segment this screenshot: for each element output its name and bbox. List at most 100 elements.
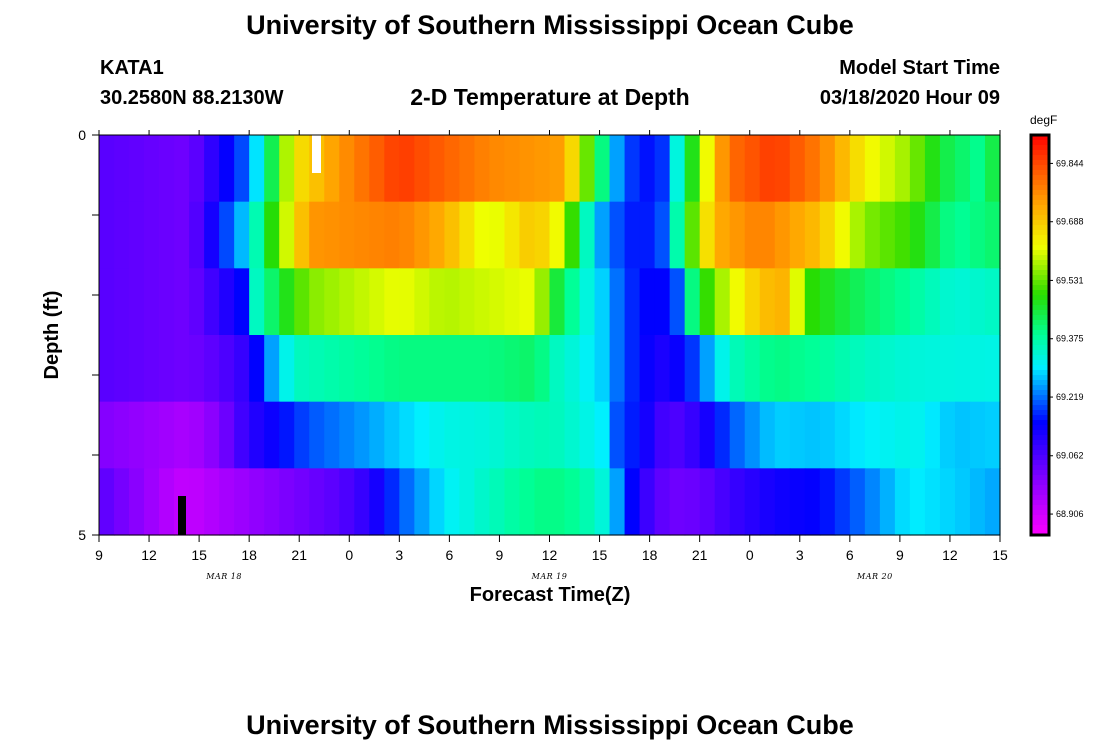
heatmap-cell xyxy=(804,201,821,269)
heatmap-cell xyxy=(969,201,986,269)
heatmap-cell xyxy=(399,201,415,269)
heatmap-cell xyxy=(414,468,430,536)
heatmap-cell xyxy=(339,401,355,469)
heatmap-cell xyxy=(474,335,491,403)
heatmap-cell xyxy=(99,201,115,269)
x-tick-label: 0 xyxy=(345,547,353,563)
heatmap-cell xyxy=(219,401,235,469)
heatmap-cell xyxy=(849,335,866,403)
heatmap-cell xyxy=(699,201,716,269)
heatmap-cell xyxy=(474,401,491,469)
heatmap-cell xyxy=(804,135,821,203)
model-start-value: 03/18/2020 Hour 09 xyxy=(819,87,1000,109)
heatmap-cell xyxy=(144,468,160,536)
heatmap-cell xyxy=(879,468,896,536)
heatmap-cell xyxy=(939,201,956,269)
heatmap-cell xyxy=(519,401,536,469)
colorbar-tick-label: 69.844 xyxy=(1056,158,1084,168)
heatmap-cell xyxy=(684,401,701,469)
colorbar-segment xyxy=(1031,175,1049,181)
heatmap-cell xyxy=(579,135,596,203)
heatmap-cell xyxy=(459,468,476,536)
heatmap-cell xyxy=(789,201,806,269)
colorbar: 69.844 69.688 69.531 69.375 69.219 69.062 68.9… xyxy=(1029,133,1084,537)
colorbar-segment xyxy=(1031,405,1049,411)
heatmap-cell xyxy=(954,201,971,269)
heatmap-cell xyxy=(444,401,460,469)
colorbar-segment xyxy=(1031,315,1049,321)
heatmap-cell xyxy=(804,268,821,336)
heatmap-cell xyxy=(744,268,761,336)
heatmap-cell xyxy=(324,201,340,269)
heatmap-cell xyxy=(954,468,971,536)
heatmap-cell xyxy=(219,335,235,403)
heatmap-cell xyxy=(444,135,460,203)
heatmap-cell xyxy=(579,268,596,336)
heatmap-cell xyxy=(264,268,280,336)
x-tick-label: 21 xyxy=(692,547,708,563)
heatmap-cell xyxy=(549,468,566,536)
heatmap-cell xyxy=(804,335,821,403)
heatmap-cell xyxy=(669,268,686,336)
heatmap-cell xyxy=(174,335,190,403)
colorbar-segment xyxy=(1031,245,1049,251)
heatmap-cell xyxy=(309,268,325,336)
heatmap-cell xyxy=(729,135,746,203)
heatmap-cell xyxy=(144,268,160,336)
x-tick-label: 9 xyxy=(95,547,103,563)
colorbar-segment xyxy=(1031,215,1049,221)
heatmap-cell xyxy=(189,135,205,203)
colorbar-segment xyxy=(1031,390,1049,396)
heatmap-cell xyxy=(864,468,881,536)
heatmap-cell xyxy=(624,335,641,403)
heatmap-cell xyxy=(294,468,310,536)
heatmap-cell xyxy=(759,468,776,536)
heatmap-cell xyxy=(579,401,596,469)
heatmap-cell xyxy=(849,135,866,203)
heatmap-cell xyxy=(624,201,641,269)
heatmap-cell xyxy=(474,135,491,203)
heatmap-cell xyxy=(789,401,806,469)
heatmap-cell xyxy=(594,268,611,336)
heatmap-cell xyxy=(639,401,656,469)
x-axis: 9 12 15 18 21 0 3 6 9 12 15 18 21 0 3 6 9 12 15 MAR 18 MAR 1… xyxy=(95,130,1008,581)
heatmap-cell xyxy=(159,268,175,336)
heatmap-cell xyxy=(549,268,566,336)
heatmap-cell xyxy=(909,468,926,536)
colorbar-segment xyxy=(1031,255,1049,261)
heatmap-cell xyxy=(219,468,235,536)
colorbar-tick-label: 69.688 xyxy=(1056,217,1084,227)
heatmap-cell xyxy=(639,468,656,536)
heatmap-cell xyxy=(954,135,971,203)
heatmap-cell xyxy=(894,268,911,336)
heatmap-cell xyxy=(414,401,430,469)
heatmap-cell xyxy=(489,335,506,403)
heatmap-cell xyxy=(579,201,596,269)
heatmap-cell xyxy=(609,201,626,269)
heatmap-cell xyxy=(264,135,280,203)
heatmap-cell xyxy=(834,201,851,269)
x-tick-label: 6 xyxy=(846,547,854,563)
heatmap-cell xyxy=(864,201,881,269)
heatmap-cell xyxy=(609,335,626,403)
heatmap-cell xyxy=(594,401,611,469)
colorbar-segment xyxy=(1031,170,1049,176)
heatmap-cell xyxy=(324,268,340,336)
colorbar-segment xyxy=(1031,530,1049,536)
heatmap-cell xyxy=(309,401,325,469)
colorbar-segment xyxy=(1031,145,1049,151)
colorbar-unit: degF xyxy=(1030,113,1058,127)
x-tick-label: 15 xyxy=(191,547,207,563)
heatmap-cell xyxy=(984,335,1001,403)
heatmap-cell xyxy=(384,468,400,536)
heatmap-cell xyxy=(129,401,145,469)
heatmap-cell xyxy=(924,468,941,536)
x-tick-label: 9 xyxy=(896,547,904,563)
heatmap-cell xyxy=(879,401,896,469)
black-marker xyxy=(178,496,186,535)
colorbar-segment xyxy=(1031,505,1049,511)
heatmap-cell xyxy=(324,135,340,203)
heatmap-cell xyxy=(189,201,205,269)
colorbar-segment xyxy=(1031,485,1049,491)
heatmap-cell xyxy=(609,135,626,203)
